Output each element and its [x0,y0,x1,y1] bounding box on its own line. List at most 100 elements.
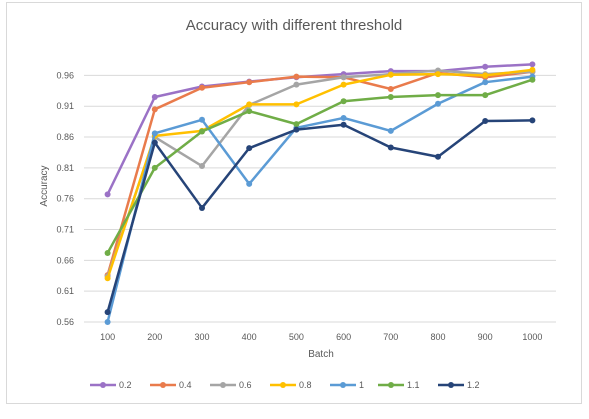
y-tick-label: 0.86 [56,132,74,142]
y-tick-label: 0.56 [56,317,74,327]
data-point [199,128,205,135]
data-point [387,144,394,151]
data-point [293,126,300,133]
y-axis-label: Accuracy [39,165,50,206]
data-point [104,249,111,256]
chart-title: Accuracy with different threshold [186,17,403,34]
data-point [246,79,253,86]
data-point [340,98,347,105]
data-point [104,319,111,325]
series-lines [104,61,536,325]
data-point [151,93,158,100]
data-point [340,121,347,128]
data-point [529,76,536,83]
data-point [293,81,300,88]
data-point [340,74,347,81]
data-point [387,93,394,100]
y-tick-label: 0.91 [56,101,74,111]
data-point [529,61,536,68]
series-1.2 [104,117,536,316]
legend-item: 1.2 [438,380,480,390]
series-0.6 [104,67,536,280]
series-line [106,119,533,313]
data-point [199,204,205,211]
legend-marker [220,382,226,388]
legend-item: 0.6 [210,380,252,390]
legend-label: 0.8 [299,380,312,390]
data-point [293,101,300,108]
x-tick-label: 400 [242,332,257,342]
y-tick-labels: 0.96 0.91 0.86 0.81 0.76 0.71 0.66 0.61 0.56 [56,70,74,327]
x-tick-label: 900 [478,332,493,342]
legend-label: 0.6 [239,380,252,390]
data-point [246,180,253,187]
series-1.1 [104,76,536,256]
y-tick-label: 0.61 [56,286,74,296]
legend-item: 0.8 [270,380,312,390]
data-point [104,275,111,282]
legend-item: 1 [330,380,364,390]
series-0.4 [104,68,536,279]
legend-marker [280,382,286,388]
legend-label: 1.1 [407,380,420,390]
x-tick-label: 600 [336,332,351,342]
data-point [246,108,253,115]
data-point [151,139,158,146]
data-point [387,85,394,92]
y-tick-label: 0.71 [56,225,74,235]
x-tick-label: 800 [430,332,445,342]
y-tick-label: 0.66 [56,255,74,265]
data-point [387,127,394,134]
series-0.8 [104,66,536,282]
x-tick-label: 1000 [522,332,542,342]
y-tick-label: 0.76 [56,194,74,204]
legend-marker [160,382,166,388]
data-point [151,130,158,137]
series-line [106,78,533,254]
data-point [340,114,347,121]
legend-marker [448,382,454,388]
data-point [199,84,205,91]
x-tick-label: 300 [194,332,209,342]
data-point [199,163,205,170]
x-tick-labels: 100 200 300 400 500 600 700 800 900 1000 [100,332,542,342]
x-tick-label: 500 [289,332,304,342]
legend-item: 1.1 [378,380,420,390]
data-point [151,164,158,171]
legend-marker [388,382,394,388]
data-point [529,117,536,124]
data-point [435,71,441,78]
data-point [435,92,441,99]
series-line [106,68,533,279]
series-line [106,75,533,323]
legend-label: 1.2 [467,380,480,390]
legend: 0.2 0.4 0.6 0.8 1 1.1 1.2 [90,380,480,390]
data-point [435,100,441,107]
series-line [106,69,533,277]
data-point [104,191,111,198]
data-point [482,92,489,99]
legend-label: 0.4 [179,380,192,390]
legend-marker [100,382,106,388]
data-point [529,66,536,73]
y-tick-label: 0.96 [56,70,74,80]
data-point [246,101,253,108]
data-point [104,309,111,316]
data-point [199,116,205,123]
x-tick-label: 100 [100,332,115,342]
data-point [340,81,347,88]
data-point [435,153,441,160]
series-line [106,70,533,276]
data-point [482,72,489,79]
x-tick-label: 200 [147,332,162,342]
data-point [482,79,489,86]
y-tick-label: 0.81 [56,163,74,173]
legend-label: 1 [359,380,364,390]
legend-label: 0.2 [119,380,132,390]
legend-item: 0.2 [90,380,132,390]
data-point [482,63,489,70]
data-point [246,145,253,152]
data-point [387,71,394,78]
data-point [293,121,300,128]
